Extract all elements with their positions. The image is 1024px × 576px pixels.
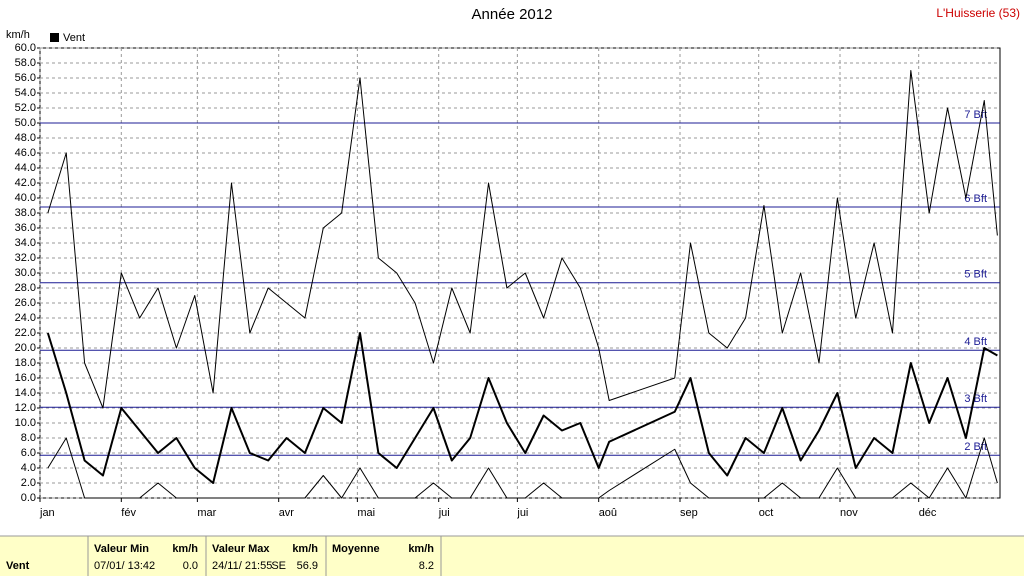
y-tick-label: 36.0 xyxy=(15,222,36,234)
y-tick-label: 18.0 xyxy=(15,357,36,369)
direction: SE xyxy=(271,560,286,572)
series-line xyxy=(47,70,998,409)
x-tick-label: fév xyxy=(121,507,136,519)
y-tick-label: 48.0 xyxy=(15,132,36,144)
y-tick-label: 44.0 xyxy=(15,162,36,174)
series-line xyxy=(47,437,998,499)
date: 07/01/ 13:42 xyxy=(94,560,155,572)
legend-swatch xyxy=(50,33,59,42)
y-tick-label: 24.0 xyxy=(15,312,36,324)
y-tick-label: 2.0 xyxy=(21,477,36,489)
y-tick-label: 56.0 xyxy=(15,72,36,84)
x-tick-label: mai xyxy=(357,507,375,519)
y-tick-label: 8.0 xyxy=(21,432,36,444)
column-title: Valeur Min xyxy=(94,543,149,555)
beaufort-label: 3 Bft xyxy=(964,393,987,405)
y-tick-label: 60.0 xyxy=(15,42,36,54)
y-tick-label: 0.0 xyxy=(21,492,36,504)
station-name: L'Huisserie (53) xyxy=(936,6,1020,20)
beaufort-label: 4 Bft xyxy=(964,336,987,348)
beaufort-label: 2 Bft xyxy=(964,441,987,453)
column-title: Valeur Max xyxy=(212,543,270,555)
y-tick-label: 50.0 xyxy=(15,117,36,129)
x-tick-label: déc xyxy=(919,507,937,519)
y-tick-label: 30.0 xyxy=(15,267,36,279)
x-tick-label: sep xyxy=(680,507,698,519)
beaufort-label: 5 Bft xyxy=(964,269,987,281)
x-tick-label: nov xyxy=(840,507,858,519)
column-unit: km/h xyxy=(172,543,198,555)
y-tick-label: 38.0 xyxy=(15,207,36,219)
column-unit: km/h xyxy=(292,543,318,555)
y-tick-label: 58.0 xyxy=(15,57,36,69)
y-tick-label: 52.0 xyxy=(15,102,36,114)
value: 8.2 xyxy=(419,560,434,572)
x-tick-label: jui xyxy=(516,507,528,519)
x-tick-label: jan xyxy=(39,507,55,519)
x-tick-label: aoû xyxy=(599,507,617,519)
y-tick-label: 46.0 xyxy=(15,147,36,159)
y-axis-label: km/h xyxy=(6,29,30,41)
y-tick-label: 34.0 xyxy=(15,237,36,249)
y-tick-label: 22.0 xyxy=(15,327,36,339)
beaufort-label: 7 Bft xyxy=(964,109,987,121)
stats-panel xyxy=(0,536,1024,576)
column-title: Moyenne xyxy=(332,543,380,555)
y-tick-label: 6.0 xyxy=(21,447,36,459)
y-tick-label: 20.0 xyxy=(15,342,36,354)
y-tick-label: 26.0 xyxy=(15,297,36,309)
y-tick-label: 28.0 xyxy=(15,282,36,294)
x-tick-label: jui xyxy=(438,507,450,519)
row-label: Vent xyxy=(6,560,30,572)
date: 24/11/ 21:55 xyxy=(212,560,272,572)
column-unit: km/h xyxy=(408,543,434,555)
legend-label: Vent xyxy=(63,32,85,44)
chart-title: Année 2012 xyxy=(472,6,553,23)
y-tick-label: 12.0 xyxy=(15,402,36,414)
series-line xyxy=(46,332,998,484)
beaufort-label: 6 Bft xyxy=(964,193,987,205)
y-tick-label: 32.0 xyxy=(15,252,36,264)
y-tick-label: 14.0 xyxy=(15,387,36,399)
value: 0.0 xyxy=(183,560,198,572)
y-tick-label: 4.0 xyxy=(21,462,36,474)
x-tick-label: avr xyxy=(279,507,295,519)
y-tick-label: 16.0 xyxy=(15,372,36,384)
y-tick-label: 10.0 xyxy=(15,417,36,429)
y-tick-label: 42.0 xyxy=(15,177,36,189)
y-tick-label: 40.0 xyxy=(15,192,36,204)
x-tick-label: oct xyxy=(759,507,774,519)
y-tick-label: 54.0 xyxy=(15,87,36,99)
x-tick-label: mar xyxy=(197,507,216,519)
value: 56.9 xyxy=(297,560,318,572)
